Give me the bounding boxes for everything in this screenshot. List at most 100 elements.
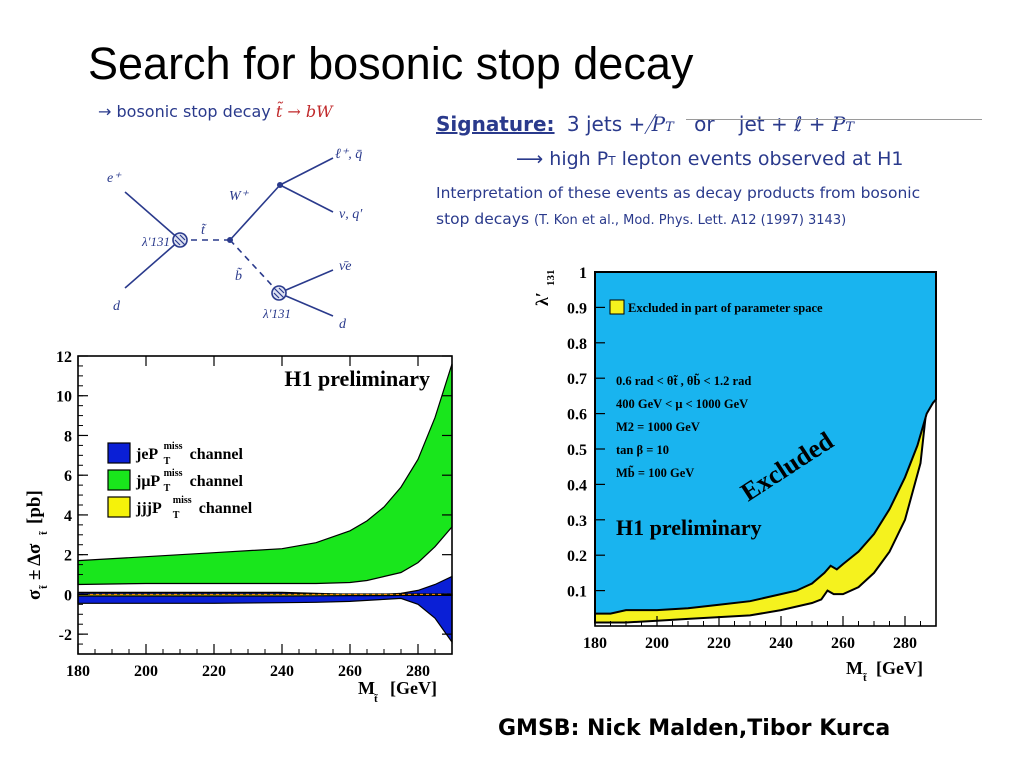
right-legend-text: Excluded in part of parameter space: [628, 301, 823, 315]
right-chart-axes: 180 200 220 240 260 280 0.1 0.2 0.3 0.4 0.5 0.6 0.7 0…: [567, 265, 937, 652]
right-ylabel-lambda: λ′: [532, 292, 552, 306]
legend-tail-1: channel: [190, 473, 244, 490]
signature-jet-lepton: jet + ℓ +: [738, 112, 826, 136]
right-chart-title: H1 preliminary: [616, 515, 762, 540]
neutrino-line: [279, 184, 334, 213]
left-ytick-label: 12: [56, 349, 72, 366]
lepton-line: [279, 157, 334, 186]
signature-rule: [686, 119, 982, 120]
signature-heading: Signature:: [436, 112, 555, 136]
param-msbottom: Mb̃ = 100 GeV: [616, 466, 694, 480]
legend-sup-0: miss: [164, 441, 183, 452]
right-xlabel-m: M: [846, 658, 863, 678]
svg-text:± Δσ: ± Δσ: [24, 543, 45, 580]
right-ytick-label: 0.2: [567, 548, 587, 565]
exclusion-chart: 180 200 220 240 260 280 0.1 0.2 0.3 0.4 0.5 0.6 0.7 0…: [532, 265, 938, 684]
legend-sup-2: miss: [173, 495, 192, 506]
left-xlabel-sub: t̃: [374, 693, 378, 705]
interp-reference: (T. Kon et al., Mod. Phys. Lett. A12 (19…: [533, 213, 847, 228]
left-chart-ylabel: σ t̃ ± Δσ t̃ [pb]: [24, 490, 50, 600]
signature-line-1: Signature: 3 jets + PT or jet + ℓ + PT: [436, 112, 996, 136]
right-ylabel-sub: 131: [545, 270, 557, 287]
svg-text:t̃: t̃: [38, 585, 50, 589]
left-xtick-label: 280: [406, 663, 430, 680]
right-chart-ylabel: λ′ 131: [532, 270, 557, 307]
left-ytick-label: -2: [59, 627, 72, 644]
signature-block: Signature: 3 jets + PT or jet + ℓ + PT ⟶…: [436, 112, 996, 228]
param-theta: 0.6 rad < θt̃ , θb̃ < 1.2 rad: [616, 374, 751, 388]
left-ytick-label: 2: [64, 548, 72, 565]
right-xtick-label: 260: [831, 635, 855, 652]
label-lambda-2: λ′131: [262, 306, 291, 321]
right-ytick-label: 0.9: [567, 300, 587, 317]
left-chart-xlabel: M t̃ [GeV]: [358, 678, 437, 705]
electron-line: [124, 191, 181, 241]
left-ytick-label: 4: [64, 508, 72, 525]
credits-footer: GMSB: Nick Malden,Tibor Kurca: [498, 716, 891, 741]
interpretation-line-2: stop decays (T. Kon et al., Mod. Phys. L…: [436, 210, 996, 228]
signature-high-pt: ⟶ high P: [516, 148, 609, 170]
left-xtick-label: 200: [134, 663, 158, 680]
left-xtick-label: 260: [338, 663, 362, 680]
full-exclusion-region: [594, 271, 937, 615]
right-ytick-label: 0.6: [567, 407, 587, 424]
feynman-caption-formula: t̃ → bW: [275, 102, 333, 121]
left-xlabel-unit: [GeV]: [390, 678, 437, 698]
left-xtick-label: 240: [270, 663, 294, 680]
right-xtick-label: 200: [645, 635, 669, 652]
d-out-line: [278, 292, 334, 317]
right-ytick-label: 0.5: [567, 442, 587, 459]
slide-title: Search for bosonic stop decay: [88, 38, 694, 89]
label-stop: t̃: [201, 223, 207, 238]
param-m2: M2 = 1000 GeV: [616, 420, 700, 434]
right-ytick-label: 1: [579, 265, 587, 282]
label-w: W⁺: [229, 189, 250, 204]
label-d-in: d: [113, 299, 121, 314]
right-legend: Excluded in part of parameter space: [609, 299, 823, 315]
svg-text:t̃: t̃: [863, 672, 867, 684]
right-legend-swatch: [609, 299, 625, 315]
feynman-diagram: e⁺ d λ′131 t̃ W⁺ b̃ λ′131 ℓ⁺, q̄ ν, q′ ν…: [107, 147, 363, 332]
left-chart-bands: [77, 356, 453, 654]
signature-3jets: 3 jets +: [566, 112, 646, 136]
legend-tail-2: channel: [199, 500, 253, 517]
legend-sub-0: T: [164, 456, 171, 467]
w-line: [229, 184, 281, 241]
label-lambda-1: λ′131: [141, 234, 170, 249]
legend-swatch-0: [107, 442, 131, 464]
param-tanbeta: tan β = 10: [616, 443, 669, 457]
right-ytick-label: 0.7: [567, 371, 587, 388]
right-xlabel-unit: [GeV]: [876, 658, 923, 678]
label-nu: ν, q′: [339, 207, 363, 222]
feynman-caption-text: → bosonic stop decay: [98, 102, 271, 121]
signature-pt-sub: T: [608, 154, 616, 168]
left-chart-axes: 180 200 220 240 260 280 -2 0 2 4 6 8 10 12: [56, 349, 453, 680]
interpretation-line-1: Interpretation of these events as decay …: [436, 184, 921, 202]
right-ytick-label: 0.1: [567, 584, 587, 601]
left-xtick-label: 180: [66, 663, 90, 680]
right-ytick-label: 0.8: [567, 336, 587, 353]
legend-label-0: jeP: [135, 446, 158, 463]
right-xtick-label: 280: [893, 635, 917, 652]
left-ylabel-text: σ: [24, 589, 45, 600]
sbottom-propagator: [229, 239, 280, 294]
ptmiss-1-letter: P: [651, 112, 666, 136]
right-ytick-label: 0.4: [567, 477, 587, 494]
legend-swatch-2: [107, 496, 131, 518]
legend-swatch-1: [107, 469, 131, 491]
legend-tail-0: channel: [190, 446, 244, 463]
label-d-out: d: [339, 317, 347, 332]
param-mu: 400 GeV < μ < 1000 GeV: [616, 397, 748, 411]
legend-sub-2: T: [173, 510, 180, 521]
signature-line-2: ⟶ high PT lepton events observed at H1: [516, 148, 996, 170]
legend-label-2: jjjP: [135, 500, 162, 517]
left-ytick-label: 6: [64, 468, 72, 485]
label-nubar: ν̄e: [339, 259, 351, 274]
signature-or: or: [694, 112, 715, 136]
label-e-plus: e⁺: [107, 171, 122, 186]
right-ytick-label: 0.3: [567, 513, 587, 530]
ptmiss-1: PT: [643, 112, 681, 136]
signature-observed: lepton events observed at H1: [621, 148, 904, 170]
left-ytick-label: 8: [64, 428, 72, 445]
